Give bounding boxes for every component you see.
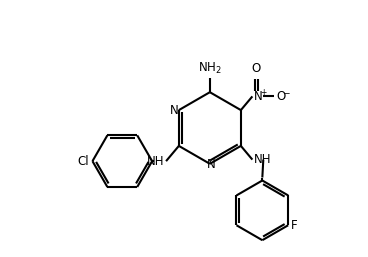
Text: N: N [206, 158, 215, 171]
Text: +: + [260, 88, 267, 97]
Text: N: N [170, 104, 178, 117]
Text: NH: NH [146, 155, 164, 168]
Text: O: O [252, 62, 261, 76]
Text: N: N [254, 90, 263, 103]
Text: NH: NH [254, 153, 272, 166]
Text: F: F [291, 219, 298, 232]
Text: Cl: Cl [78, 155, 89, 168]
Text: O: O [276, 90, 286, 103]
Text: NH$_2$: NH$_2$ [198, 61, 222, 76]
Text: −: − [282, 88, 290, 97]
